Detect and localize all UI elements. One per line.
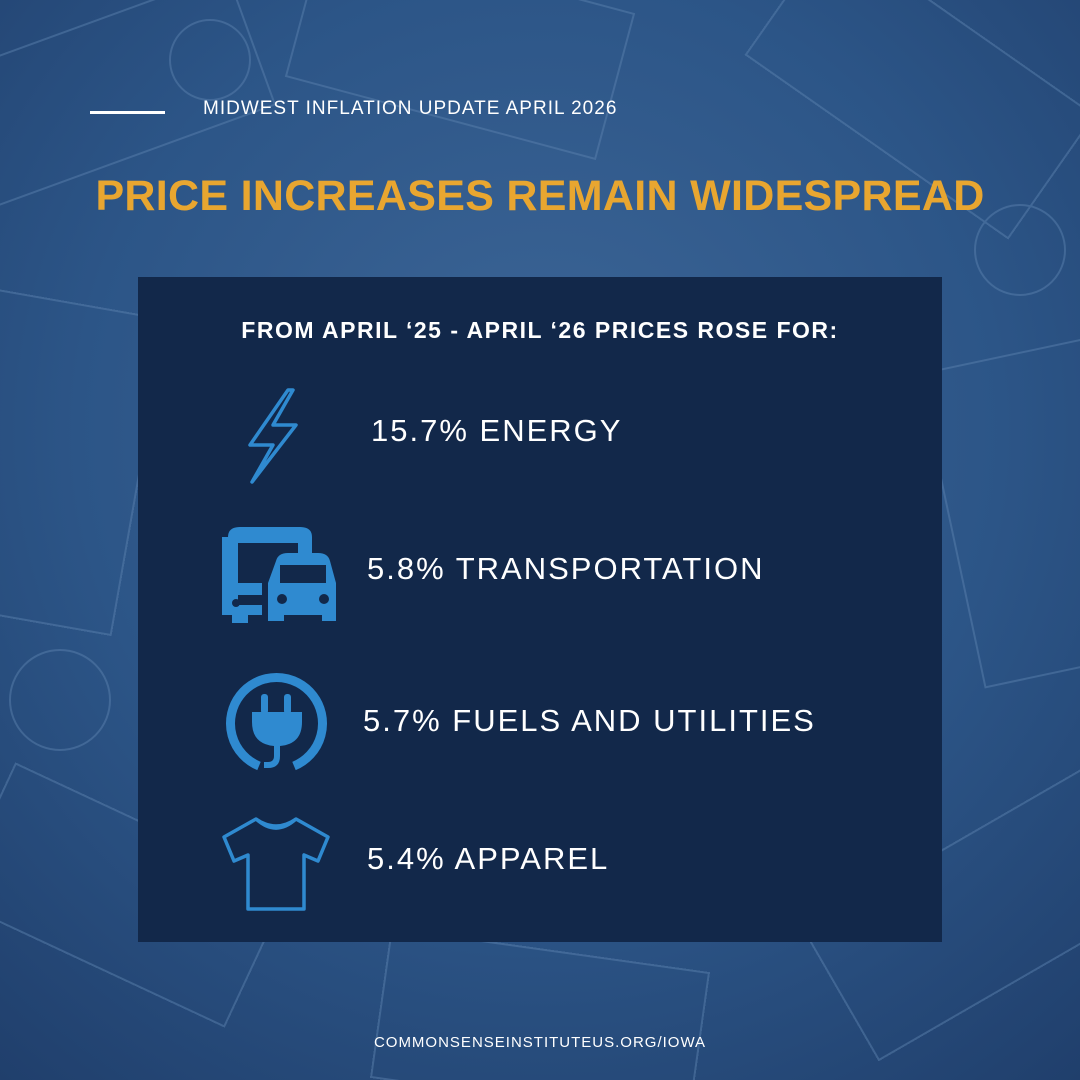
panel: FROM APRIL ‘25 - APRIL ‘26 PRICES ROSE F… <box>138 277 942 942</box>
fuels-utilities-icon <box>226 673 327 771</box>
footer-url: COMMONSENSEINSTITUTEUS.ORG/IOWA <box>373 1034 707 1051</box>
panel-heading: FROM APRIL ‘25 - APRIL ‘26 PRICES ROSE F… <box>241 317 839 343</box>
item: 5.7% FUELS AND UTILITIES <box>363 703 816 738</box>
transportation-icon <box>222 527 336 623</box>
energy-icon <box>248 388 298 484</box>
item: 5.4% APPAREL <box>367 841 610 876</box>
kicker: MIDWEST INFLATION UPDATE APRIL 2026 <box>203 98 618 119</box>
title: PRICE INCREASES REMAIN WIDESPREAD <box>95 172 985 220</box>
item: 5.8% TRANSPORTATION <box>367 551 765 586</box>
rule <box>90 111 165 114</box>
apparel-icon <box>222 817 330 911</box>
item: 15.7% ENERGY <box>371 413 623 448</box>
